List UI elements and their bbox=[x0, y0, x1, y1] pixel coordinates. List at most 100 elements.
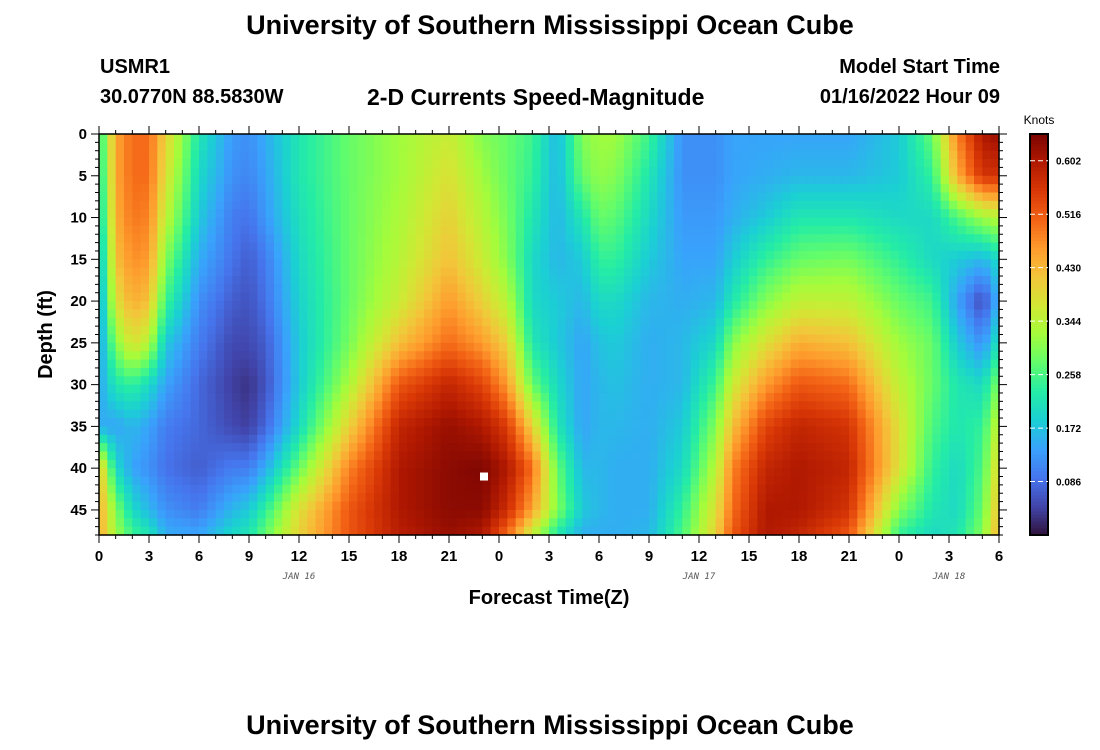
heatmap-cell bbox=[149, 192, 158, 202]
heatmap-cell bbox=[390, 267, 400, 277]
heatmap-cell bbox=[157, 209, 167, 219]
heatmap-cell bbox=[290, 259, 300, 269]
heatmap-cell bbox=[424, 317, 433, 327]
heatmap-cell bbox=[907, 342, 917, 352]
heatmap-cell bbox=[790, 284, 800, 294]
heatmap-cell bbox=[107, 301, 117, 311]
heatmap-cell bbox=[357, 250, 367, 260]
heatmap-cell bbox=[215, 267, 225, 277]
heatmap-cell bbox=[657, 309, 667, 319]
heatmap-cell bbox=[307, 284, 317, 294]
heatmap-cell bbox=[557, 493, 567, 503]
heatmap-cell bbox=[190, 267, 200, 277]
heatmap-cell bbox=[574, 451, 583, 461]
heatmap-cell bbox=[132, 509, 142, 519]
heatmap-cell bbox=[407, 484, 417, 494]
heatmap-cell bbox=[599, 342, 608, 352]
heatmap-cell bbox=[415, 434, 425, 444]
heatmap-cell bbox=[690, 192, 700, 202]
heatmap-cell bbox=[740, 334, 750, 344]
heatmap-cell bbox=[215, 342, 225, 352]
heatmap-cell bbox=[715, 351, 725, 361]
heatmap-cell bbox=[449, 242, 458, 252]
heatmap-cell bbox=[774, 184, 783, 194]
heatmap-cell bbox=[657, 484, 667, 494]
heatmap-cell bbox=[490, 342, 500, 352]
heatmap-cell bbox=[490, 142, 500, 152]
heatmap-cell bbox=[782, 309, 792, 319]
heatmap-cell bbox=[365, 426, 375, 436]
heatmap-cell bbox=[590, 359, 600, 369]
heatmap-cell bbox=[324, 217, 333, 227]
heatmap-cell bbox=[257, 451, 267, 461]
heatmap-cell bbox=[132, 418, 142, 427]
heatmap-cell bbox=[432, 326, 442, 336]
heatmap-cell bbox=[915, 468, 925, 478]
heatmap-cell bbox=[224, 342, 233, 352]
heatmap-cell bbox=[182, 259, 192, 269]
heatmap-cell bbox=[815, 150, 825, 160]
heatmap-cell bbox=[174, 159, 183, 169]
heatmap-cell bbox=[574, 518, 583, 528]
heatmap-cell bbox=[157, 225, 167, 235]
heatmap-cell bbox=[174, 451, 183, 461]
heatmap-cell bbox=[624, 134, 633, 143]
heatmap-cell bbox=[374, 284, 383, 294]
heatmap-cell bbox=[582, 259, 592, 269]
heatmap-cell bbox=[865, 418, 875, 427]
heatmap-cell bbox=[565, 284, 575, 294]
heatmap-cell bbox=[190, 200, 200, 210]
heatmap-cell bbox=[290, 468, 300, 478]
heatmap-cell bbox=[615, 159, 625, 169]
heatmap-cell bbox=[290, 276, 300, 285]
heatmap-cell bbox=[482, 175, 492, 185]
heatmap-cell bbox=[465, 192, 475, 202]
heatmap-cell bbox=[674, 134, 683, 143]
heatmap-cell bbox=[824, 150, 833, 160]
heatmap-cell bbox=[757, 476, 767, 486]
heatmap-cell bbox=[199, 342, 208, 352]
heatmap-cell bbox=[690, 509, 700, 519]
heatmap-cell bbox=[807, 459, 817, 469]
heatmap-cell bbox=[824, 301, 833, 311]
heatmap-cell bbox=[874, 292, 883, 302]
heatmap-cell bbox=[849, 426, 858, 436]
heatmap-cell bbox=[740, 468, 750, 478]
heatmap-cell bbox=[907, 267, 917, 277]
heatmap-cell bbox=[840, 301, 850, 311]
heatmap-cell bbox=[449, 142, 458, 152]
heatmap-cell bbox=[582, 443, 592, 453]
heatmap-cell bbox=[624, 175, 633, 185]
heatmap-cell bbox=[365, 167, 375, 177]
heatmap-cell bbox=[240, 159, 250, 169]
heatmap-cell bbox=[465, 250, 475, 260]
heatmap-cell bbox=[174, 209, 183, 219]
heatmap-cell bbox=[382, 292, 392, 302]
heatmap-cell bbox=[849, 451, 858, 461]
heatmap-cell bbox=[340, 209, 350, 219]
heatmap-cell bbox=[224, 142, 233, 152]
heatmap-cell bbox=[340, 225, 350, 235]
heatmap-cell bbox=[424, 434, 433, 444]
heatmap-cell bbox=[207, 443, 217, 453]
heatmap-cell bbox=[399, 459, 408, 469]
heatmap-cell bbox=[907, 142, 917, 152]
heatmap-cell bbox=[99, 317, 108, 327]
heatmap-cell bbox=[324, 250, 333, 260]
heatmap-cell bbox=[99, 259, 108, 269]
heatmap-cell bbox=[932, 342, 942, 352]
heatmap-cell bbox=[432, 401, 442, 411]
heatmap-cell bbox=[282, 259, 292, 269]
heatmap-cell bbox=[415, 242, 425, 252]
heatmap-cell bbox=[440, 459, 450, 469]
heatmap-cell bbox=[824, 401, 833, 411]
heatmap-cell bbox=[315, 250, 325, 260]
heatmap-cell bbox=[615, 376, 625, 386]
heatmap-cell bbox=[132, 518, 142, 528]
heatmap-cell bbox=[549, 175, 558, 185]
heatmap-cell bbox=[224, 384, 233, 394]
heatmap-cell bbox=[757, 242, 767, 252]
heatmap-cell bbox=[382, 367, 392, 377]
heatmap-cell bbox=[957, 443, 967, 453]
heatmap-cell bbox=[190, 342, 200, 352]
